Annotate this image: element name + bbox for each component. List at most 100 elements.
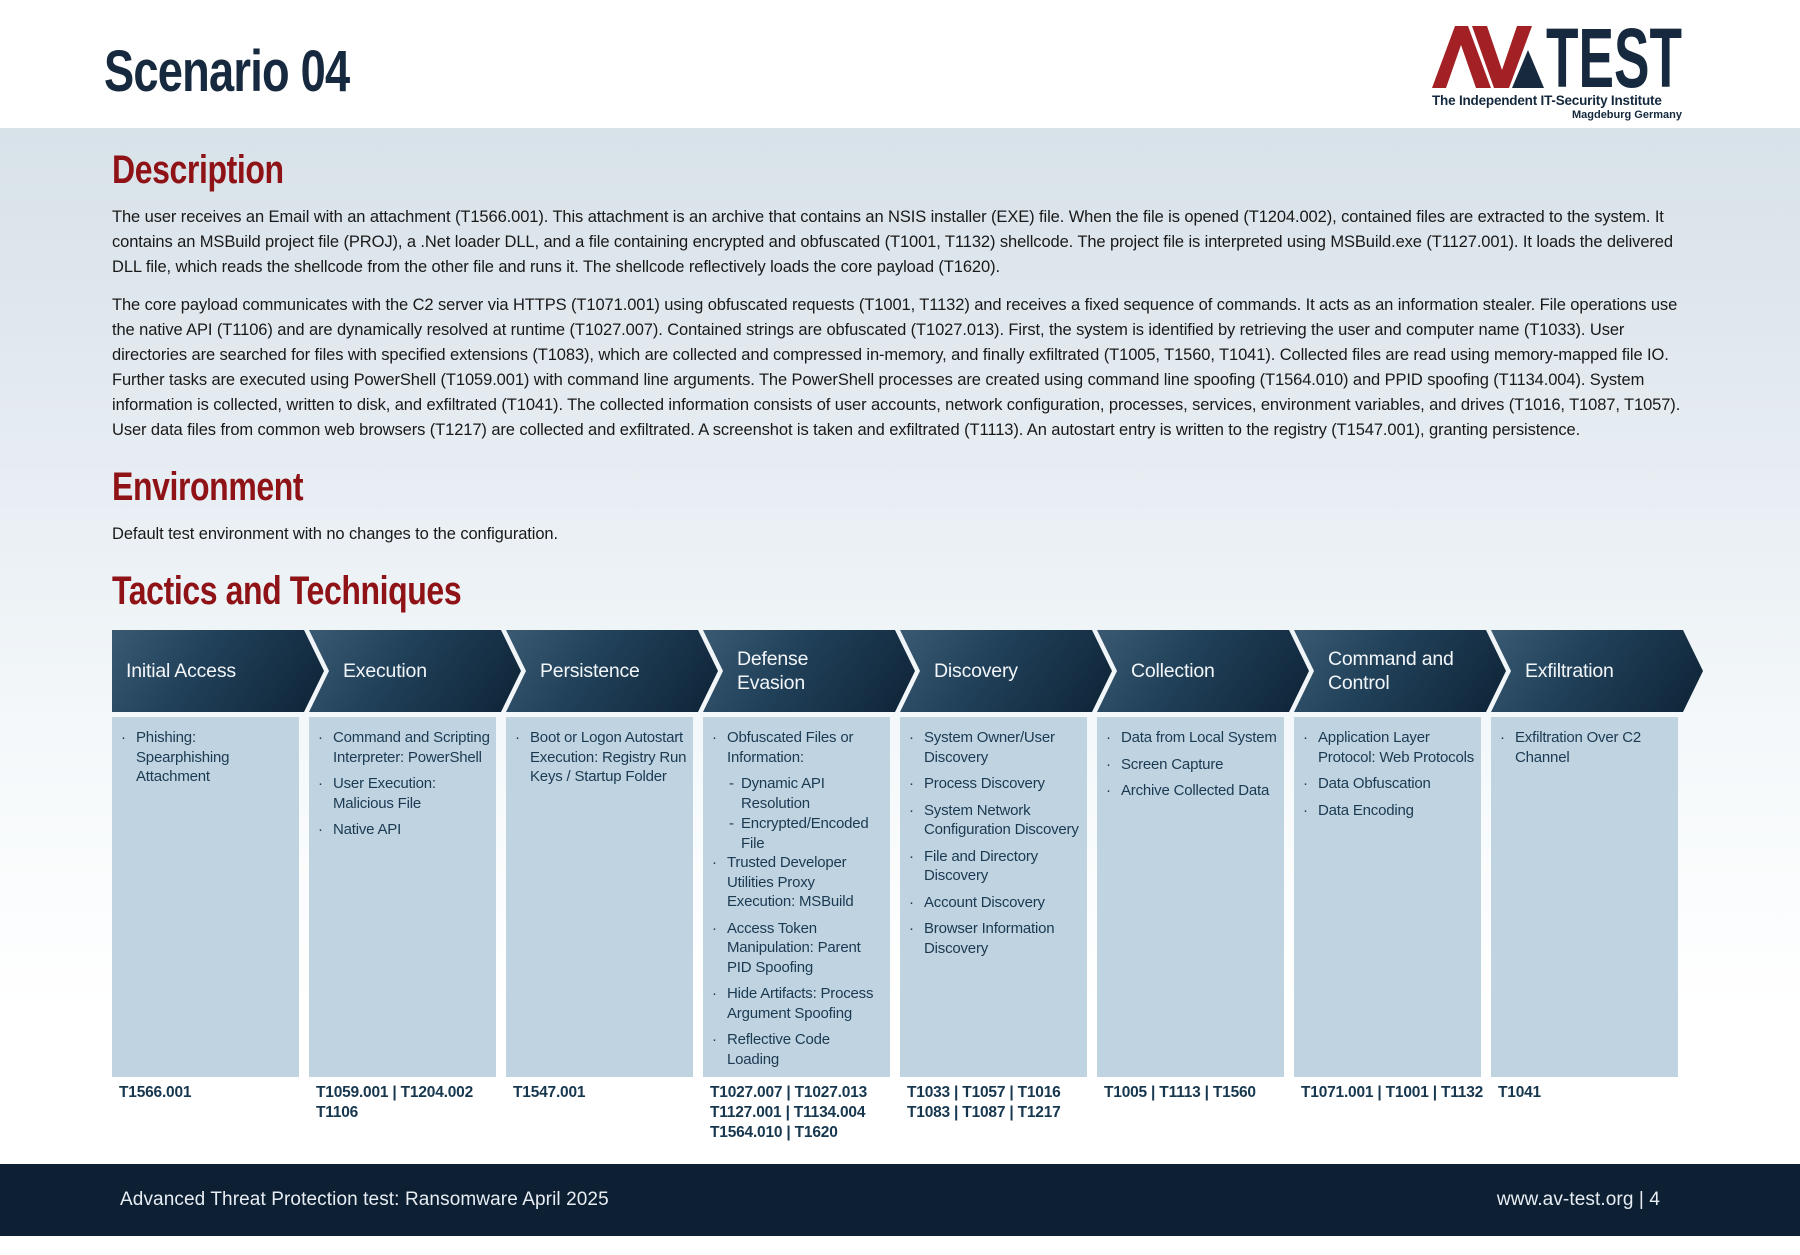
tactic-header-label: Exfiltration	[1525, 660, 1614, 682]
technique-item: · Hide Artifacts: Process Argument Spoofi…	[712, 984, 884, 1023]
page-header: Scenario 04 TEST The Independent IT-Secu…	[0, 0, 1800, 128]
content-area: Description The user receives an Email w…	[0, 128, 1800, 1164]
technique-item: · Screen Capture	[1106, 755, 1278, 775]
bullet-icon: ·	[909, 801, 914, 819]
technique-subtext: Encrypted/Encoded File	[741, 815, 869, 852]
tactic-header-command-and-control: Command and Control	[1294, 630, 1506, 712]
technique-text: Trusted Developer Utilities Proxy Execut…	[727, 854, 854, 910]
technique-item: · Archive Collected Data	[1106, 781, 1278, 801]
technique-item: · Command and Scripting Interpreter: Powe…	[318, 728, 490, 767]
bullet-icon: ·	[318, 729, 323, 746]
technique-text: Application Layer Protocol: Web Protocol…	[1318, 729, 1475, 766]
technique-item: · Boot or Logon Autostart Execution: Regi…	[515, 728, 687, 787]
technique-ids-persistence: T1547.001	[506, 1083, 703, 1103]
bullet-icon: ·	[712, 1031, 717, 1048]
tactic-header-persistence: Persistence	[506, 630, 718, 712]
tactic-header-label: Discovery	[934, 660, 1018, 682]
technique-ids-execution: T1059.001 | T1204.002 T1106	[309, 1083, 506, 1123]
tactic-cell-execution: · Command and Scripting Interpreter: Powe…	[309, 717, 496, 1077]
tactic-header-label: Initial Access	[126, 660, 236, 682]
description-paragraph-2: The core payload communicates with the C…	[112, 296, 1681, 439]
bullet-icon: ·	[515, 729, 520, 746]
dash-icon: -	[729, 775, 734, 792]
tactic-cell-discovery: · System Owner/User Discovery · Process Dis…	[900, 717, 1087, 1077]
logo-location: Magdeburg Germany	[1571, 109, 1682, 121]
technique-item: · Process Discovery	[909, 774, 1081, 794]
description-paragraph-1: The user receives an Email with an attac…	[112, 208, 1673, 276]
technique-text: User Execution: Malicious File	[333, 775, 436, 812]
technique-id-line: T1564.010 | T1620	[710, 1124, 838, 1141]
technique-text: File and Directory Discovery	[924, 847, 1038, 885]
tactic-cell-defense-evasion: · Obfuscated Files or Information: - Dynami…	[703, 717, 890, 1077]
technique-subitem: - Encrypted/Encoded File	[729, 814, 884, 853]
footer-report-title: Advanced Threat Protection test: Ransomw…	[120, 1189, 609, 1210]
tactic-cell-command-and-control: · Application Layer Protocol: Web Protoco…	[1294, 717, 1481, 1077]
technique-id-line: T1566.001	[119, 1084, 192, 1101]
technique-text: Command and Scripting Interpreter: Power…	[333, 729, 490, 766]
page-title: Scenario 04	[104, 39, 350, 104]
bullet-icon: ·	[1303, 775, 1308, 792]
technique-text: Data Obfuscation	[1318, 775, 1431, 792]
technique-item: · Account Discovery	[909, 893, 1081, 913]
technique-text: Process Discovery	[924, 775, 1045, 792]
technique-item: · User Execution: Malicious File	[318, 774, 490, 813]
technique-text: Reflective Code Loading	[727, 1031, 830, 1068]
bullet-icon: ·	[1106, 755, 1111, 773]
dash-icon: -	[729, 815, 734, 832]
technique-text: Account Discovery	[924, 893, 1045, 911]
avtest-logo: TEST The Independent IT-Security Institu…	[1432, 26, 1682, 121]
footer-url-page[interactable]: www.av-test.org | 4	[1496, 1189, 1660, 1210]
technique-id-line: T1059.001 | T1204.002	[316, 1084, 473, 1101]
technique-id-line: T1041	[1498, 1084, 1541, 1101]
technique-id-line: T1005 | T1113 | T1560	[1104, 1084, 1256, 1101]
technique-ids-command-and-control: T1071.001 | T1001 | T1132	[1294, 1083, 1491, 1103]
tactic-header-label: Persistence	[540, 660, 640, 682]
technique-id-line: T1127.001 | T1134.004	[710, 1104, 866, 1121]
description-heading: Description	[112, 148, 284, 192]
bullet-icon: ·	[909, 893, 914, 911]
technique-text: System Network Configuration Discovery	[924, 801, 1079, 839]
tactic-header-label: Collection	[1131, 660, 1215, 682]
tactic-header-initial-access: Initial Access	[112, 630, 324, 712]
technique-item: · File and Directory Discovery	[909, 847, 1081, 886]
bullet-icon: ·	[1303, 729, 1308, 746]
tactics-heading: Tactics and Techniques	[112, 569, 462, 613]
technique-item: · Data Obfuscation	[1303, 774, 1475, 794]
tactic-header-label: Command and Control	[1328, 648, 1454, 694]
technique-subitem: - Dynamic API Resolution	[729, 774, 884, 813]
technique-item: · Phishing: Spearphishing Attachment	[121, 728, 293, 787]
tactic-header-collection: Collection	[1097, 630, 1309, 712]
technique-text: Exfiltration Over C2 Channel	[1515, 729, 1642, 766]
bullet-icon: ·	[318, 775, 323, 792]
technique-id-line: T1083 | T1087 | T1217	[907, 1104, 1061, 1121]
technique-text: Archive Collected Data	[1121, 782, 1270, 799]
technique-text: Hide Artifacts: Process Argument Spoofin…	[727, 985, 874, 1022]
technique-item: · Access Token Manipulation: Parent PID S…	[712, 919, 884, 978]
tactic-header-discovery: Discovery	[900, 630, 1112, 712]
tactic-header-execution: Execution	[309, 630, 521, 712]
technique-ids-discovery: T1033 | T1057 | T1016 T1083 | T1087 | T12…	[900, 1083, 1097, 1123]
technique-item: · Reflective Code Loading	[712, 1030, 884, 1069]
bullet-icon: ·	[1303, 801, 1308, 819]
tactic-header-defense-evasion: Defense Evasion	[703, 630, 915, 712]
technique-text: Screen Capture	[1121, 755, 1224, 773]
technique-text: System Owner/User Discovery	[924, 729, 1055, 766]
technique-item: · System Network Configuration Discovery	[909, 801, 1081, 840]
tactic-header-exfiltration: Exfiltration	[1491, 630, 1703, 712]
environment-text: Default test environment with no changes…	[112, 525, 558, 543]
technique-item: · Trusted Developer Utilities Proxy Execu…	[712, 853, 884, 912]
technique-text: Browser Information Discovery	[924, 920, 1055, 957]
logo-tagline: The Independent IT-Security Institute	[1432, 93, 1662, 108]
technique-item: · Browser Information Discovery	[909, 919, 1081, 958]
technique-item: · System Owner/User Discovery	[909, 728, 1081, 767]
bullet-icon: ·	[712, 919, 717, 937]
bullet-icon: ·	[909, 775, 914, 792]
bullet-icon: ·	[1500, 729, 1505, 746]
technique-item: · Application Layer Protocol: Web Protoco…	[1303, 728, 1475, 767]
technique-text: Access Token Manipulation: Parent PID Sp…	[727, 919, 861, 976]
technique-item: · Obfuscated Files or Information:	[712, 728, 884, 767]
technique-id-line: T1547.001	[513, 1084, 586, 1101]
bullet-icon: ·	[121, 729, 126, 746]
tactic-header-label: Defense Evasion	[737, 648, 809, 694]
tactic-cell-initial-access: · Phishing: Spearphishing Attachment	[112, 717, 299, 1077]
